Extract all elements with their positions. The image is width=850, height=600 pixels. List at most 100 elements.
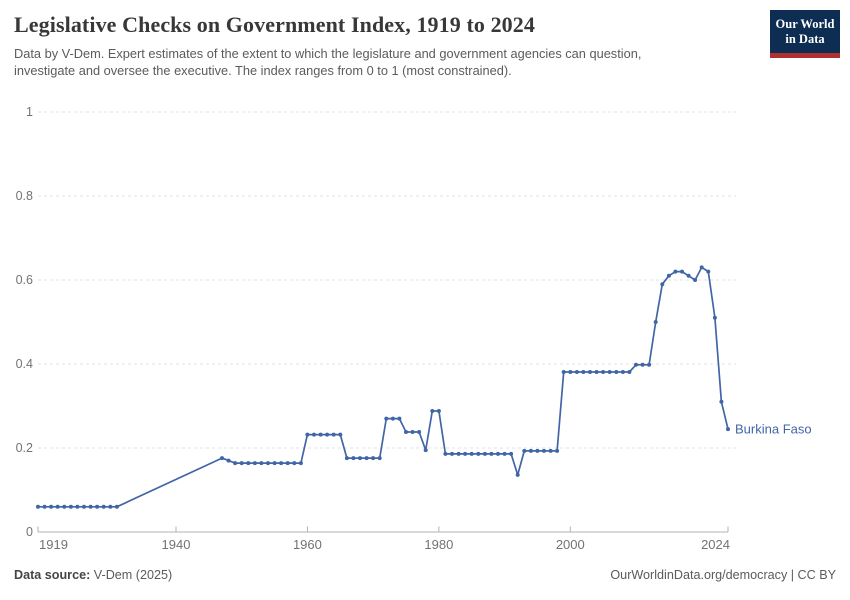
data-point[interactable] [318,432,323,437]
data-point[interactable] [548,448,553,453]
data-point[interactable] [272,461,277,466]
data-point[interactable] [502,451,507,456]
data-point[interactable] [364,456,369,461]
data-point[interactable] [114,504,119,509]
series-line[interactable] [37,266,729,508]
data-point[interactable] [384,416,389,421]
data-point[interactable] [344,456,349,461]
data-point[interactable] [515,472,520,477]
data-point[interactable] [555,448,560,453]
data-point[interactable] [55,504,60,509]
data-point[interactable] [417,430,422,434]
data-point[interactable] [581,370,586,374]
data-point[interactable] [647,362,652,367]
data-point[interactable] [390,416,395,421]
data-point[interactable] [312,432,316,437]
data-point[interactable] [279,461,284,466]
x-tick-label: 1940 [162,537,191,552]
series-end-label[interactable]: Burkina Faso [735,422,812,437]
data-point[interactable] [285,461,290,466]
data-point[interactable] [298,461,303,466]
data-point[interactable] [712,315,717,320]
series-burkina-faso[interactable]: Burkina Faso [36,265,812,509]
data-point[interactable] [239,461,244,466]
data-point[interactable] [561,370,566,374]
data-point[interactable] [220,456,224,461]
data-point[interactable] [404,430,408,434]
data-point[interactable] [686,273,691,278]
data-point[interactable] [601,370,606,374]
data-point[interactable] [233,461,238,466]
data-point[interactable] [88,504,93,509]
data-point[interactable] [430,409,435,413]
data-point[interactable] [266,461,270,466]
data-point[interactable] [463,451,468,456]
data-point[interactable] [397,416,402,421]
data-point[interactable] [719,399,724,404]
data-point[interactable] [535,448,540,453]
data-point[interactable] [108,504,113,509]
data-point[interactable] [620,370,625,374]
data-point[interactable] [726,427,730,432]
data-point[interactable] [331,432,336,437]
data-point[interactable] [542,448,546,453]
data-point[interactable] [436,409,441,413]
data-point[interactable] [653,320,658,324]
data-point[interactable] [226,458,231,463]
data-point[interactable] [680,269,684,274]
data-point[interactable] [522,448,527,453]
data-point[interactable] [259,461,264,466]
data-point[interactable] [509,451,514,456]
data-point[interactable] [377,456,382,461]
data-point[interactable] [607,370,612,374]
owid-logo-line1: Our World [775,17,835,32]
data-point[interactable] [660,282,665,287]
data-point[interactable] [68,504,73,509]
data-point[interactable] [95,504,100,509]
data-point[interactable] [614,370,619,374]
data-point[interactable] [371,456,376,461]
data-point[interactable] [706,269,711,274]
data-point[interactable] [252,461,257,466]
data-point[interactable] [588,370,592,374]
data-point[interactable] [49,504,54,509]
data-point[interactable] [469,451,474,456]
data-point[interactable] [75,504,80,509]
owid-logo[interactable]: Our World in Data [770,10,840,58]
license-link[interactable]: OurWorldinData.org/democracy | CC BY [610,568,836,582]
data-point[interactable] [423,448,428,453]
data-point[interactable] [62,504,67,509]
data-point[interactable] [482,451,487,456]
data-point[interactable] [246,461,251,466]
data-point[interactable] [640,362,645,367]
data-point[interactable] [496,451,500,456]
data-point[interactable] [338,432,343,437]
data-point[interactable] [42,504,47,509]
data-point[interactable] [528,448,533,453]
data-point[interactable] [699,265,704,270]
data-point[interactable] [410,430,415,434]
data-point[interactable] [456,451,461,456]
data-point[interactable] [305,432,310,437]
data-point[interactable] [489,451,494,456]
data-point[interactable] [36,504,40,509]
data-point[interactable] [101,504,106,509]
data-point[interactable] [666,273,671,278]
data-point[interactable] [82,504,86,509]
data-point[interactable] [292,461,297,466]
data-point[interactable] [325,432,330,437]
data-point[interactable] [351,456,356,461]
data-point[interactable] [443,451,448,456]
data-point[interactable] [568,370,573,374]
data-point[interactable] [450,451,454,456]
data-point[interactable] [358,456,362,461]
data-point[interactable] [693,278,698,282]
data-point[interactable] [634,362,638,367]
data-point[interactable] [673,269,678,274]
data-point[interactable] [476,451,481,456]
x-axis [37,526,729,533]
data-point[interactable] [594,370,599,374]
data-point[interactable] [627,370,632,374]
data-point[interactable] [574,370,579,374]
